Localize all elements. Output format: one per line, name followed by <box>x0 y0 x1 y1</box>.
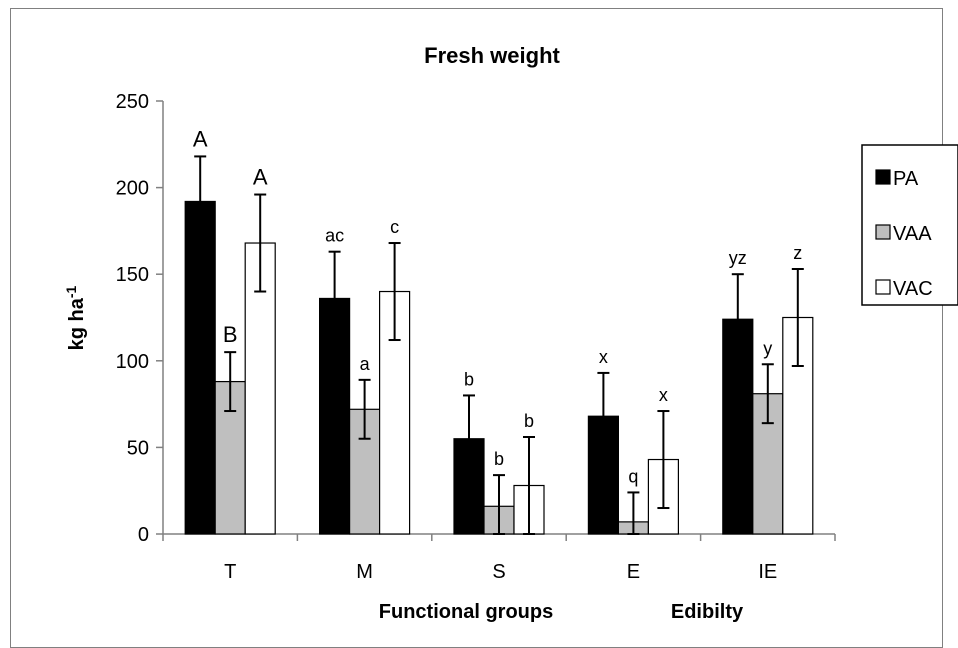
significance-letter: c <box>390 217 399 237</box>
significance-letter: x <box>659 385 668 405</box>
significance-letter: b <box>464 369 474 389</box>
x-group-label-edibility: Edibilty <box>671 601 744 623</box>
y-tick-label: 200 <box>116 178 149 200</box>
legend-label-vaa: VAA <box>893 223 932 245</box>
significance-letter: q <box>628 466 638 486</box>
y-tick-label: 150 <box>116 264 149 286</box>
x-tick-label: T <box>224 561 236 583</box>
bar-pa-t <box>184 200 216 535</box>
significance-letter: a <box>360 354 371 374</box>
y-tick-label: 0 <box>138 524 149 546</box>
significance-letter: x <box>599 347 608 367</box>
significance-letter: B <box>223 322 238 347</box>
error-bars <box>194 155 804 535</box>
x-tick-label: IE <box>758 561 777 583</box>
y-tick-label: 100 <box>116 351 149 373</box>
y-ticks: 0 50 100 150 200 250 <box>116 91 163 546</box>
legend: PA VAA VAC <box>861 144 958 306</box>
legend-swatch-pa <box>875 169 891 185</box>
legend-label-pa: PA <box>893 168 919 190</box>
y-tick-label: 250 <box>116 91 149 113</box>
svg-text:kg ha-1: kg ha-1 <box>63 285 88 350</box>
x-tick-label: S <box>492 561 505 583</box>
significance-letter: A <box>253 165 268 190</box>
significance-letter: z <box>793 243 802 263</box>
significance-letter: b <box>494 449 504 469</box>
significance-letter: y <box>763 338 772 358</box>
significance-letter: A <box>193 126 208 151</box>
y-axis-label-sup: -1 <box>63 285 79 298</box>
x-tick-label: E <box>627 561 640 583</box>
legend-swatch-vac <box>875 279 891 295</box>
chart-title: Fresh weight <box>424 43 560 68</box>
legend-swatch-vaa <box>875 224 891 240</box>
y-axis-label: kg ha-1 <box>63 285 88 350</box>
y-tick-label: 50 <box>127 437 149 459</box>
bar-chart: Fresh weight kg ha-1 0 50 100 150 200 250 A B A… <box>63 43 958 623</box>
x-tick-label: M <box>356 561 373 583</box>
y-axis-label-base: kg ha <box>66 297 88 350</box>
x-group-label-functional: Functional groups <box>379 601 553 623</box>
legend-label-vac: VAC <box>893 278 933 300</box>
x-ticks: T M S E IE <box>162 534 836 583</box>
significance-letter: yz <box>729 248 747 268</box>
significance-letter: ac <box>325 226 344 246</box>
significance-letter: b <box>524 411 534 431</box>
